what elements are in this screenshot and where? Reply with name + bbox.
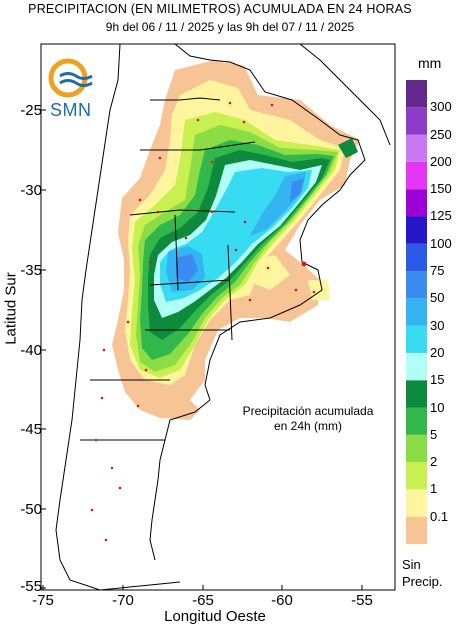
legend-label: 20: [430, 344, 445, 360]
map-title: PRECIPITACION (EN MILIMETROS) ACUMULADA …: [28, 2, 412, 16]
y-tick-label: -45: [20, 421, 42, 438]
legend-label: 150: [430, 181, 452, 197]
x-axis-title: Longitud Oeste: [164, 608, 266, 625]
y-tick-label: -35: [20, 262, 42, 279]
legend-swatch: [406, 407, 427, 435]
legend-label: 50: [430, 290, 445, 306]
y-tick-label: -50: [20, 501, 42, 518]
legend-label: 125: [430, 208, 452, 224]
legend-label: 0.1: [430, 508, 449, 524]
legend-swatch: [406, 325, 427, 353]
legend-colorbar: [406, 80, 427, 544]
smn-logo-icon: [48, 58, 93, 98]
legend-label: 5: [430, 426, 438, 442]
legend-label: 100: [430, 235, 452, 251]
x-tick-label: -75: [32, 592, 54, 609]
map-subtitle: 9h del 06 / 11 / 2025 y las 9h del 07 / …: [105, 20, 355, 34]
legend-swatch: [406, 107, 427, 135]
legend-label: 15: [430, 372, 445, 388]
legend-units: mm: [418, 55, 442, 71]
y-tick-label: -40: [20, 342, 42, 359]
legend-label: 1: [430, 481, 438, 497]
legend-swatch: [406, 80, 427, 108]
x-tick-label: -65: [192, 592, 214, 609]
x-tick-label: -70: [112, 592, 134, 609]
legend-label: 200: [430, 153, 452, 169]
legend-swatch: [406, 216, 427, 244]
y-tick-label: -30: [20, 182, 42, 199]
legend-label: 300: [430, 99, 452, 115]
legend-swatch: [406, 489, 427, 517]
y-tick-label: -25: [20, 102, 42, 119]
legend-swatch: [406, 189, 427, 217]
legend-swatch: [406, 462, 427, 490]
legend-label: 75: [430, 263, 445, 279]
legend-swatch: [406, 134, 427, 162]
map-annotation: Precipitación acumulada en 24h (mm): [242, 404, 374, 433]
legend-swatch: [406, 434, 427, 463]
legend-label: 2: [430, 454, 438, 470]
x-tick-label: -60: [271, 592, 293, 609]
legend-label: 250: [430, 126, 452, 142]
station-dots: [90, 101, 316, 542]
legend-swatch: [406, 380, 427, 408]
legend-swatch: [406, 161, 427, 190]
legend-nodata-label: Sin Precip.: [402, 557, 443, 589]
legend-swatch: [406, 516, 427, 544]
y-tick-label: -55: [20, 578, 42, 595]
legend-swatch: [406, 298, 427, 326]
borders: [55, 43, 391, 591]
legend-swatch: [406, 271, 427, 299]
legend-label: 10: [430, 399, 445, 415]
logo-text: SMN: [50, 100, 92, 120]
legend-swatch: [406, 352, 427, 381]
x-tick-label: -55: [351, 592, 373, 609]
legend-label: 30: [430, 317, 445, 333]
axis-ticks: [41, 109, 363, 590]
legend-swatch: [406, 243, 427, 272]
